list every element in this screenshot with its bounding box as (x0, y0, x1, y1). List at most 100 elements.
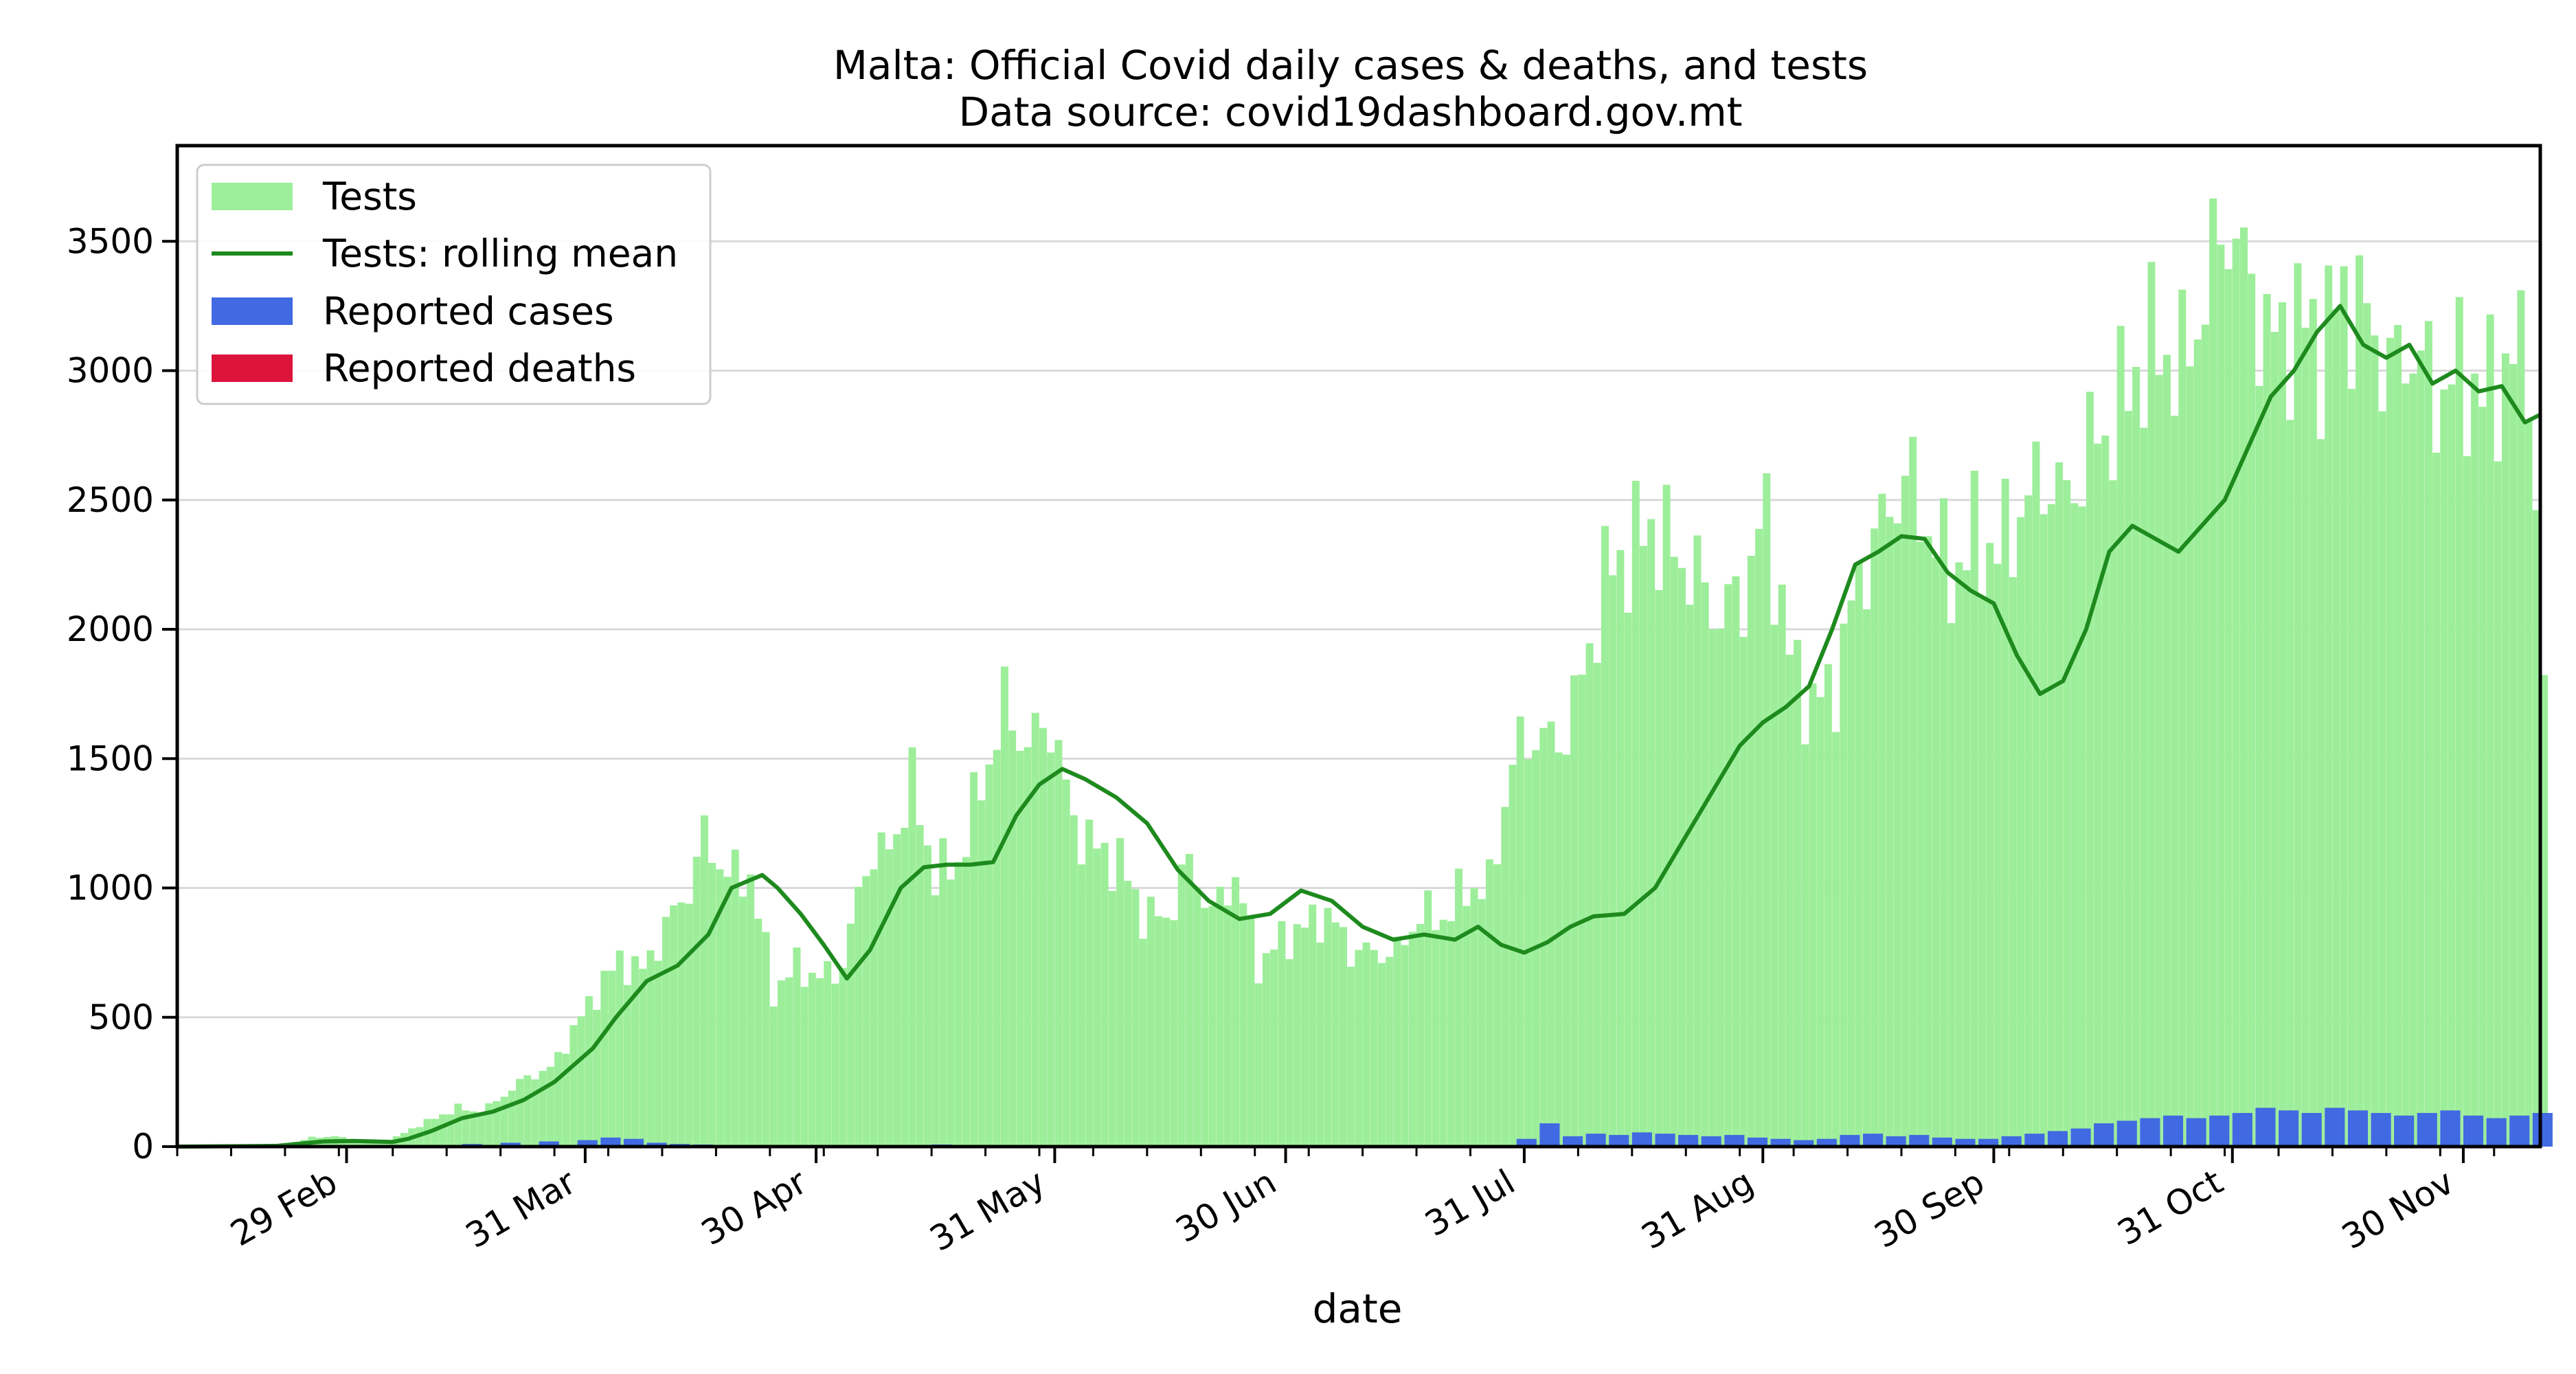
tests-bar (846, 923, 855, 1147)
tests-bar (1816, 697, 1824, 1147)
y-tick-label: 0 (132, 1127, 154, 1167)
tests-bar (469, 1111, 477, 1147)
tests-bar (677, 902, 686, 1147)
tests-bar (1862, 609, 1871, 1147)
tests-bar (2140, 427, 2148, 1147)
tests-bar (1232, 877, 1240, 1147)
tests-bar (1947, 622, 1956, 1147)
tests-bar (1339, 927, 1347, 1147)
tests-bar (2509, 363, 2518, 1147)
tests-bar (1955, 562, 1963, 1147)
tests-bar (1963, 570, 1971, 1147)
tests-bar (1631, 480, 1640, 1147)
tests-bar (1470, 888, 1478, 1147)
tests-bar (2070, 503, 2079, 1147)
tests-bar (877, 832, 885, 1147)
tests-bar (562, 1053, 570, 1147)
cases-bar (500, 1142, 521, 1147)
tests-bar (585, 995, 593, 1147)
tests-bar (2471, 373, 2479, 1147)
x-axis-label: date (1313, 1285, 1403, 1332)
cases-bar (2532, 1113, 2553, 1147)
tests-bar (2363, 303, 2371, 1147)
tests-bar (2263, 293, 2271, 1147)
tests-bar (1223, 905, 1232, 1147)
cases-bar (1770, 1138, 1791, 1147)
tests-bar (2109, 480, 2117, 1147)
tests-bar (923, 845, 931, 1147)
tests-rolling-mean-line (177, 304, 2542, 1149)
tests-bar (2378, 411, 2386, 1147)
tests-bar (692, 857, 701, 1147)
tests-bar (1939, 498, 1947, 1147)
tests-bar (824, 961, 832, 1147)
cases-bar (2509, 1115, 2530, 1147)
tests-bar (2155, 374, 2163, 1147)
tests-bar (778, 980, 785, 1147)
tests-bar (1278, 921, 1286, 1147)
tests-bar (1201, 908, 1209, 1147)
tests-bar (477, 1115, 485, 1147)
tests-bar (2501, 353, 2509, 1147)
tests-bar (531, 1079, 539, 1147)
tests-bar (2394, 325, 2402, 1147)
tests-bar (816, 978, 824, 1147)
tests-bar (2386, 337, 2394, 1147)
tests-bar (1794, 640, 1802, 1147)
tests-bar (1785, 655, 1794, 1147)
tests-bar (2232, 238, 2240, 1147)
cases-bar (577, 1140, 598, 1147)
tests-bar (593, 1009, 601, 1147)
tests-bar (1924, 536, 1932, 1147)
tests-bar (1008, 730, 1017, 1147)
tests-bar (785, 977, 793, 1147)
tests-bar (2001, 478, 2009, 1147)
tests-bar (1162, 917, 1171, 1147)
legend-label-rolling-mean: Tests: rolling mean (322, 232, 678, 275)
y-tick-label: 3000 (67, 351, 154, 391)
tests-bar (2301, 328, 2309, 1147)
tests-bar (2032, 441, 2040, 1147)
cases-bar (646, 1142, 667, 1147)
tests-bar (700, 815, 708, 1147)
tests-bar (1616, 550, 1625, 1147)
tests-bar (1893, 523, 1901, 1147)
tests-bar (978, 800, 986, 1147)
tests-bar (2286, 420, 2294, 1147)
legend: Tests Tests: rolling mean Reported cases… (196, 164, 712, 405)
cases-bar (1955, 1138, 1976, 1147)
tests-bar (377, 1141, 385, 1147)
tests-bar (2239, 227, 2248, 1147)
tests-bar (500, 1096, 508, 1147)
tests-bar (1917, 541, 1925, 1147)
y-tick-label: 3500 (67, 221, 154, 261)
y-tick-label: 1500 (67, 739, 154, 778)
cases-bars (462, 1107, 2553, 1147)
tests-bar (1932, 557, 1940, 1147)
cases-bar (2162, 1115, 2184, 1147)
tests-bar (2332, 309, 2340, 1147)
tests-bar (793, 947, 801, 1147)
tests-bar (908, 747, 916, 1147)
tests-bar (831, 983, 839, 1147)
tests-bar (1262, 953, 1270, 1147)
tests-bar (370, 1140, 378, 1147)
tests-bar (2347, 388, 2355, 1147)
cases-bar (1516, 1138, 1537, 1147)
tests-bar (1108, 890, 1116, 1147)
tests-bar (1708, 629, 1717, 1147)
tests-bar (2078, 506, 2086, 1147)
tests-bar (577, 1016, 585, 1147)
cases-bar (2209, 1115, 2230, 1147)
tests-bar (1355, 949, 1363, 1147)
tests-bar (1832, 732, 1840, 1147)
tests-bar (1316, 943, 1324, 1147)
tests-bar (716, 869, 724, 1147)
tests-bar (800, 987, 809, 1147)
tests-bar (1386, 956, 1394, 1147)
tests-bar (2524, 420, 2533, 1147)
tests-bar (1070, 815, 1078, 1147)
tests-bar (2340, 266, 2348, 1147)
cases-bar (2186, 1118, 2206, 1147)
tests-bar (608, 970, 616, 1147)
